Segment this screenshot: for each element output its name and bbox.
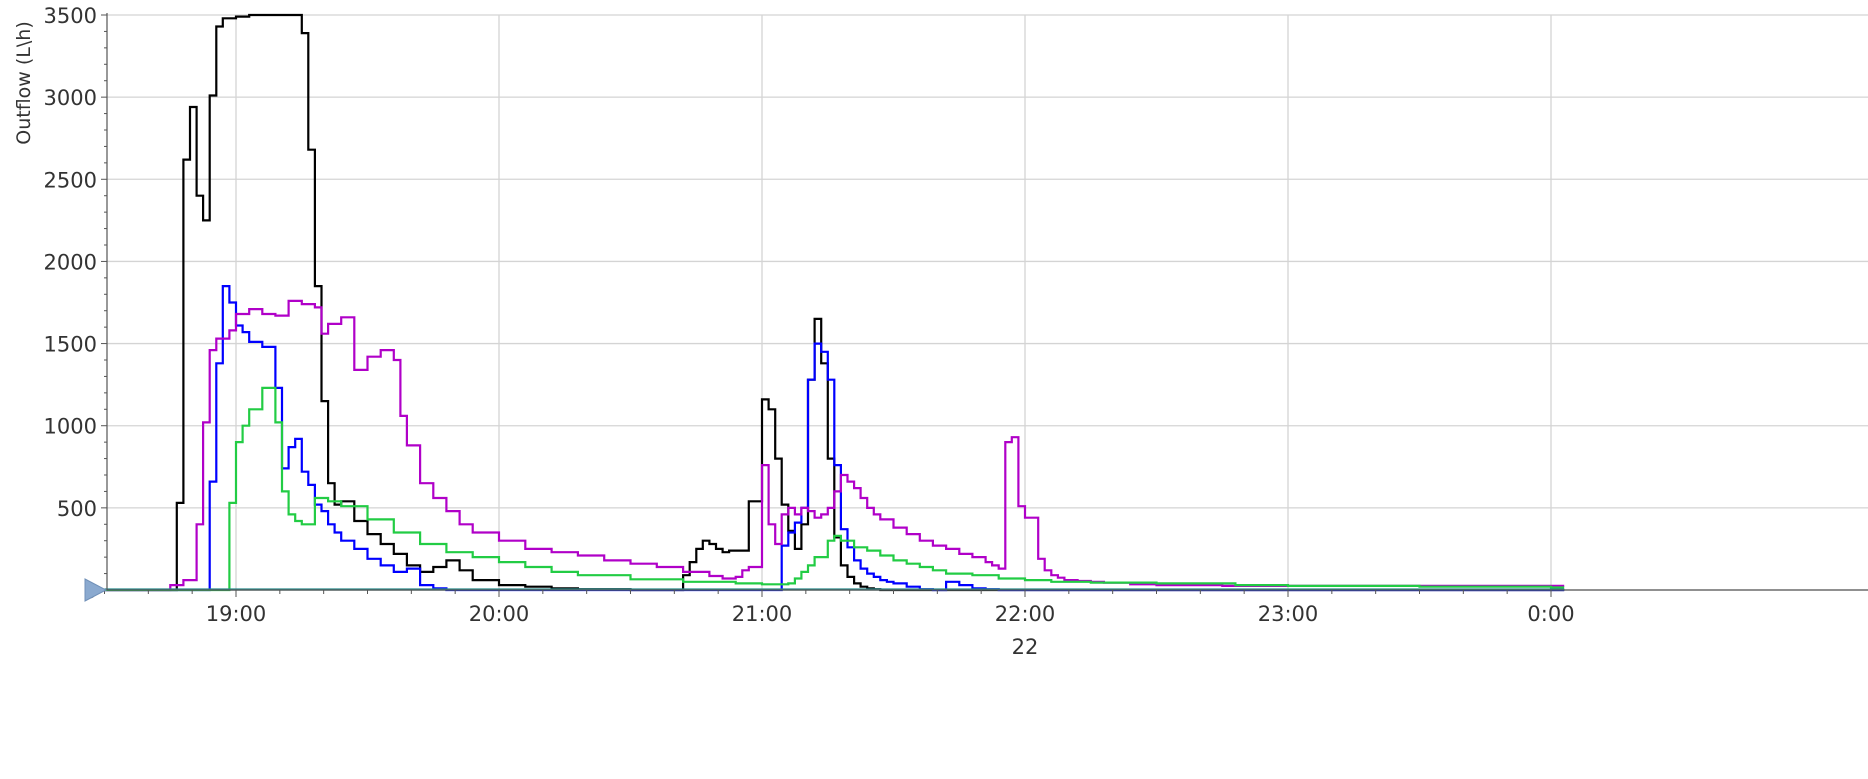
x-tick-label: 21:00 (732, 602, 793, 626)
x-tick-label: 19:00 (206, 602, 267, 626)
x-tick-label: 0:00 (1527, 602, 1574, 626)
series-line-2 (104, 299, 1565, 592)
chart-grid (107, 14, 1868, 591)
y-tick-label: 3500 (44, 4, 97, 28)
y-tick-label: 1000 (44, 415, 97, 439)
y-tick-label: 500 (57, 497, 97, 521)
series-line-1 (104, 285, 1565, 592)
chart-ticks: 050010001500200025003000350019:0020:0021… (44, 4, 1575, 626)
x-tick-label: 20:00 (469, 602, 530, 626)
y-tick-label: 3000 (44, 86, 97, 110)
y-tick-label: 2500 (44, 168, 97, 192)
chart-axes (106, 13, 1868, 591)
date-label: 22 (1012, 635, 1039, 659)
x-tick-label: 22:00 (995, 602, 1056, 626)
series-line-3 (104, 386, 1565, 592)
y-tick-label: 2000 (44, 250, 97, 274)
y-axis-title: Outflow (L\h) (13, 21, 35, 144)
chart-series-layer (104, 13, 1565, 592)
zero-marker-triangle-icon[interactable] (84, 578, 108, 602)
y-tick-label: 1500 (44, 333, 97, 357)
x-tick-label: 23:00 (1258, 602, 1319, 626)
